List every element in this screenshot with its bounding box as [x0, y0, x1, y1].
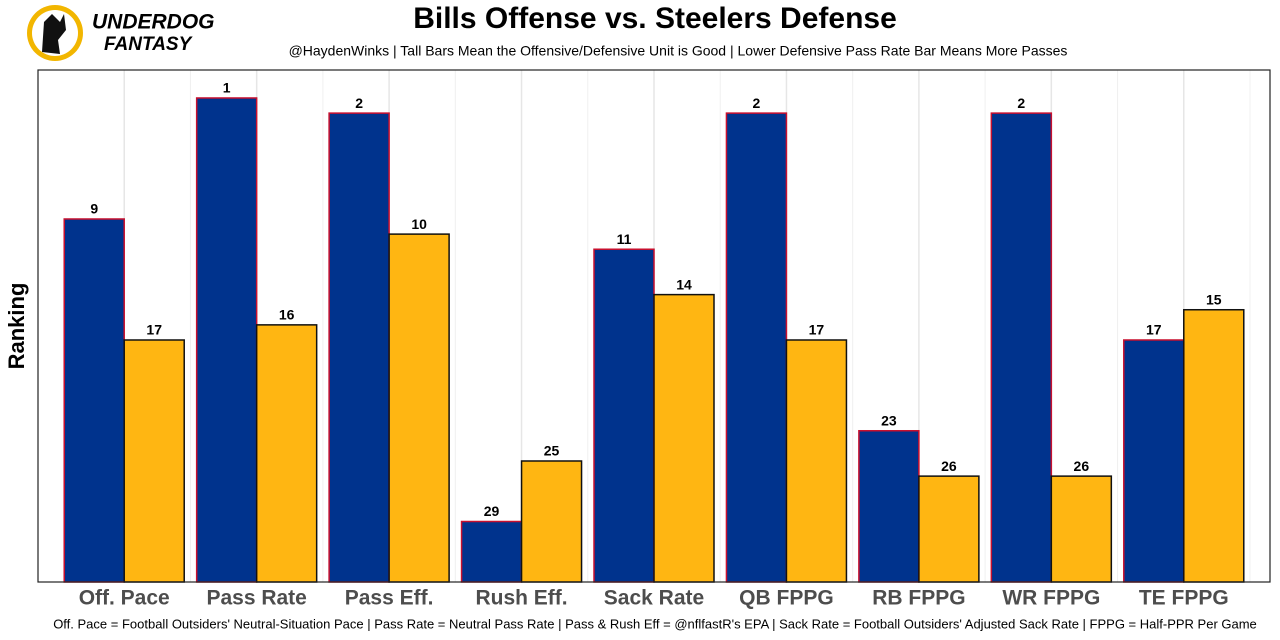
- bar: [858, 429, 920, 583]
- x-tick-label: Sack Rate: [604, 587, 704, 610]
- x-tick-label: QB FPPG: [739, 587, 834, 610]
- data-label: 9: [90, 201, 98, 217]
- bar: [990, 112, 1053, 583]
- data-label: 17: [1146, 322, 1162, 338]
- x-tick-label: WR FPPG: [1002, 587, 1100, 610]
- bar: [1123, 339, 1185, 583]
- data-label: 2: [1017, 95, 1025, 111]
- x-tick-label: TE FPPG: [1139, 587, 1229, 610]
- bar: [520, 460, 583, 583]
- data-label: 29: [484, 503, 500, 519]
- logo-text: FANTASY: [104, 34, 194, 55]
- data-label: 14: [676, 276, 692, 292]
- logo-text: UNDERDOG: [92, 11, 215, 34]
- x-tick-label: RB FPPG: [872, 587, 965, 610]
- data-label: 17: [809, 322, 825, 338]
- data-label: 2: [753, 95, 761, 111]
- bar: [1050, 475, 1113, 583]
- data-label: 26: [941, 458, 957, 474]
- plot-area: 9 1 2 29 11 2 23 2 17 17 16 10 25 14 17 26 26 15 Off. Pace…: [63, 70, 1251, 610]
- plot-border: [37, 69, 1271, 583]
- y-axis-label: Ranking: [4, 283, 29, 370]
- data-label: 17: [146, 322, 162, 338]
- data-label: 15: [1206, 291, 1222, 307]
- data-label: 23: [881, 412, 897, 428]
- data-label: 10: [411, 216, 427, 232]
- bar: [63, 218, 125, 583]
- logo-dog: [42, 14, 66, 54]
- data-label: 26: [1074, 458, 1090, 474]
- x-tick-label: Off. Pace: [79, 587, 170, 610]
- data-label: 25: [544, 443, 560, 459]
- bar: [1183, 308, 1245, 583]
- x-tick-label: Pass Eff.: [345, 587, 434, 610]
- bar: [785, 339, 848, 583]
- chart-subtitle: @HaydenWinks | Tall Bars Mean the Offens…: [289, 43, 1068, 59]
- bar: [725, 112, 788, 583]
- bar: [328, 112, 390, 583]
- bar: [123, 339, 185, 583]
- caption: Off. Pace = Football Outsiders' Neutral-…: [53, 616, 1257, 631]
- bar: [593, 248, 655, 583]
- data-label: 1: [223, 80, 231, 96]
- data-label: 2: [355, 95, 363, 111]
- data-label: 11: [617, 231, 632, 247]
- bar: [653, 293, 715, 583]
- bar: [918, 475, 980, 583]
- bar: [195, 97, 258, 583]
- x-tick-label: Rush Eff.: [475, 587, 567, 610]
- x-tick-label: Pass Rate: [206, 587, 306, 610]
- chart-title: Bills Offense vs. Steelers Defense: [413, 2, 897, 35]
- data-label: 16: [279, 307, 295, 323]
- bar: [388, 233, 450, 583]
- bar: [255, 324, 318, 583]
- bar: [460, 520, 523, 583]
